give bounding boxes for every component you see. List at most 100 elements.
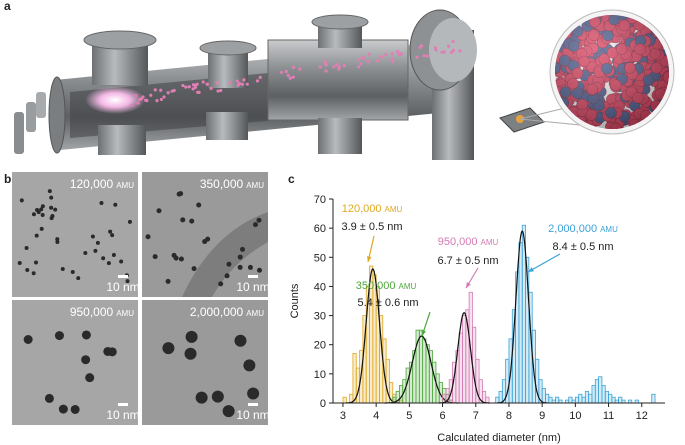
nanoparticle xyxy=(49,195,54,200)
particle xyxy=(395,50,400,54)
histogram-bar xyxy=(545,393,550,404)
nanoparticle xyxy=(101,256,106,261)
nanoparticle xyxy=(252,222,258,228)
histogram-bar xyxy=(495,396,500,404)
tem-unit: AMU xyxy=(116,309,134,318)
nanoparticle xyxy=(111,252,116,257)
panel-label: c xyxy=(288,172,295,186)
particle xyxy=(219,88,223,93)
tem-unit: AMU xyxy=(246,181,264,190)
particle xyxy=(332,65,336,69)
particle xyxy=(235,79,239,83)
tem-unit: AMU xyxy=(116,181,134,190)
particle xyxy=(134,93,138,98)
particle xyxy=(449,50,454,54)
y-tick-label: 10 xyxy=(314,369,326,381)
arrow-head xyxy=(366,256,372,262)
histogram-bar xyxy=(462,315,467,404)
nanoparticle xyxy=(44,393,54,403)
x-tick-label: 11 xyxy=(603,410,614,422)
scale-bar xyxy=(248,403,258,406)
scale-bar xyxy=(118,275,128,278)
carbon-edge xyxy=(182,212,268,297)
nanoparticle xyxy=(240,246,246,252)
nanoparticle xyxy=(58,404,68,414)
nanoparticle xyxy=(39,207,44,212)
nanoparticle xyxy=(191,266,197,272)
particle xyxy=(215,81,219,85)
nanoparticle xyxy=(93,248,98,253)
particle xyxy=(242,78,246,82)
particle xyxy=(442,50,447,54)
fit-curve xyxy=(497,230,548,404)
x-tick-label: 5 xyxy=(406,410,412,422)
nanoparticle xyxy=(31,271,36,276)
particle xyxy=(419,44,424,48)
particle xyxy=(286,73,290,77)
histogram-bar xyxy=(548,396,553,404)
histogram-bar xyxy=(611,396,616,404)
tem-label: 2,000,000 AMU xyxy=(190,305,264,319)
nanoparticle xyxy=(205,236,211,242)
nanoparticle xyxy=(226,261,232,267)
particle xyxy=(228,81,232,85)
particle xyxy=(379,55,384,59)
nanoparticle xyxy=(47,189,52,194)
y-tick-label: 0 xyxy=(320,398,326,410)
x-tick-label: 8 xyxy=(506,410,512,422)
particle xyxy=(209,86,213,90)
particle xyxy=(359,62,363,66)
histogram-bar xyxy=(581,396,586,404)
particle xyxy=(187,85,191,89)
particle xyxy=(384,53,388,57)
nanoparticle xyxy=(17,261,22,266)
histogram-bar xyxy=(588,393,593,404)
series-name-value: 950,000 xyxy=(438,236,478,248)
nanoparticle xyxy=(40,204,45,209)
series-name: 950,000 AMU xyxy=(438,236,499,248)
y-tick-label: 40 xyxy=(314,281,326,293)
nanoparticle xyxy=(108,229,113,234)
particle xyxy=(291,75,295,79)
particle xyxy=(155,99,159,103)
nanoparticle xyxy=(23,335,33,345)
histogram-bar xyxy=(485,396,490,404)
particle xyxy=(153,88,157,92)
nanoparticle xyxy=(165,278,171,284)
scale-label: 10 nm xyxy=(106,408,139,422)
particle xyxy=(390,57,394,61)
nanoparticle xyxy=(218,281,224,287)
nanoparticle xyxy=(81,330,91,340)
nanoparticle xyxy=(31,212,36,217)
arrow-head xyxy=(421,330,426,336)
nanoparticle xyxy=(247,264,253,270)
x-axis-label: Calculated diameter (nm) xyxy=(437,432,561,444)
particle xyxy=(367,52,371,56)
histogram-bar xyxy=(342,396,347,404)
y-tick-label: 50 xyxy=(314,252,326,264)
histogram-bar xyxy=(541,388,546,404)
particle xyxy=(451,39,455,44)
histogram-bar xyxy=(594,379,600,404)
tem-name: 120,000 xyxy=(70,177,114,191)
particle xyxy=(415,55,419,59)
nanoparticle xyxy=(247,387,260,400)
histogram-bar xyxy=(578,393,583,404)
nanoparticle xyxy=(180,217,186,223)
particle xyxy=(425,54,429,58)
particle xyxy=(184,85,188,89)
nanoparticle xyxy=(125,279,130,284)
nanoparticle xyxy=(234,334,247,347)
particle xyxy=(390,52,394,56)
nanoparticle xyxy=(106,261,111,266)
series-unit: AMU xyxy=(480,238,498,247)
particle xyxy=(130,103,134,107)
panel-label: a xyxy=(4,0,11,13)
particle xyxy=(191,87,195,91)
histogram-bar xyxy=(418,329,424,404)
nanoparticle xyxy=(55,237,60,242)
particle xyxy=(245,82,249,86)
fit-curve xyxy=(346,268,400,404)
nanoparticle xyxy=(256,217,262,223)
particle xyxy=(440,50,444,54)
